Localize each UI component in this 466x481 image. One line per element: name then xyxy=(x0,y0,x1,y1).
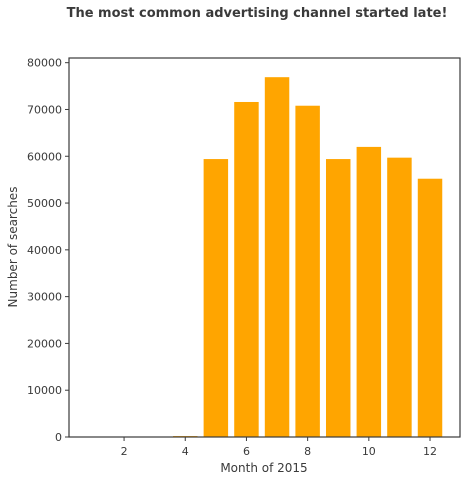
y-tick-label: 40000 xyxy=(27,244,62,257)
y-axis: 0 10000 20000 30000 40000 50000 60000 70000 8000… xyxy=(27,57,69,444)
plot-frame xyxy=(68,57,461,438)
y-tick-label: 10000 xyxy=(27,384,62,397)
y-axis-label: Number of searches xyxy=(6,187,20,308)
bar-month-11 xyxy=(387,157,412,437)
x-tick-label: 6 xyxy=(243,445,250,458)
x-axis-label: Month of 2015 xyxy=(220,461,307,475)
x-tick-label: 8 xyxy=(304,445,311,458)
y-tick-label: 80000 xyxy=(27,57,62,70)
bar-month-12 xyxy=(417,178,443,438)
bar-month-9 xyxy=(325,159,351,438)
bar-month-6 xyxy=(234,101,259,437)
x-tick-label: 12 xyxy=(423,445,437,458)
x-axis: 2 4 6 8 10 12 xyxy=(121,437,437,458)
x-tick-label: 2 xyxy=(121,445,128,458)
y-tick-label: 60000 xyxy=(27,150,62,163)
bar-month-8 xyxy=(295,105,320,438)
y-tick-label: 0 xyxy=(55,431,62,444)
bar-month-10 xyxy=(356,146,382,437)
bars-group xyxy=(81,77,443,438)
y-tick-label: 30000 xyxy=(27,291,62,304)
x-tick-label: 4 xyxy=(182,445,189,458)
chart-title: The most common advertising channel star… xyxy=(67,6,448,21)
y-tick-label: 70000 xyxy=(27,103,62,116)
x-tick-label: 10 xyxy=(362,445,376,458)
bar-month-7 xyxy=(264,77,290,437)
bar-month-5 xyxy=(203,159,229,438)
y-tick-label: 50000 xyxy=(27,197,62,210)
y-tick-label: 20000 xyxy=(27,337,62,350)
